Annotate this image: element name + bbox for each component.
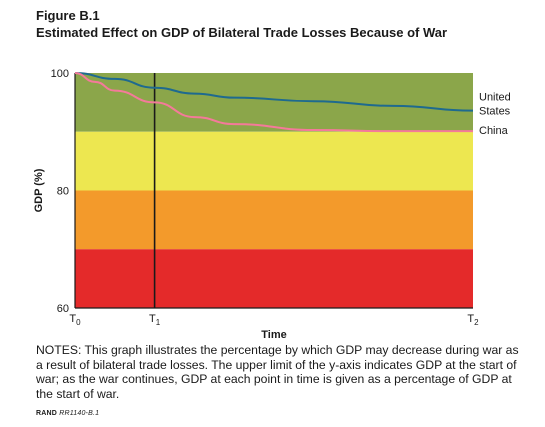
figure-label: Figure B.1 <box>36 8 100 23</box>
chart-notes: NOTES: This graph illustrates the percen… <box>36 343 519 401</box>
x-axis-title: Time <box>261 329 286 340</box>
risk-bands <box>74 73 473 309</box>
x-tick-T0: T0 <box>69 313 81 327</box>
x-tick-T2: T2 <box>467 313 479 327</box>
series-lines <box>74 72 474 133</box>
series-line-china <box>74 72 473 133</box>
chart-title: Estimated Effect on GDP of Bilateral Tra… <box>36 25 448 40</box>
rand-credit: RAND RR1140-B.1 <box>36 410 99 417</box>
series-label-united-states: United States <box>479 92 511 118</box>
y-tick-80: 80 <box>57 186 69 198</box>
band-3 <box>75 249 473 308</box>
x-tick-T1: T1 <box>149 313 161 327</box>
credit-id: RR1140-B.1 <box>59 410 100 417</box>
series-labels: United States China <box>479 92 511 138</box>
series-line-united-states <box>74 72 474 112</box>
y-axis-title: GDP (%) <box>33 168 45 212</box>
y-tick-100: 100 <box>51 68 69 80</box>
band-0 <box>75 73 473 132</box>
y-tick-60: 60 <box>57 303 69 315</box>
band-2 <box>75 190 473 250</box>
series-label-china: China <box>479 125 509 137</box>
axis-ticks: 60 80 100 T0 T1 T2 <box>51 68 480 327</box>
band-1 <box>75 131 473 191</box>
credit-prefix: RAND <box>36 410 58 417</box>
